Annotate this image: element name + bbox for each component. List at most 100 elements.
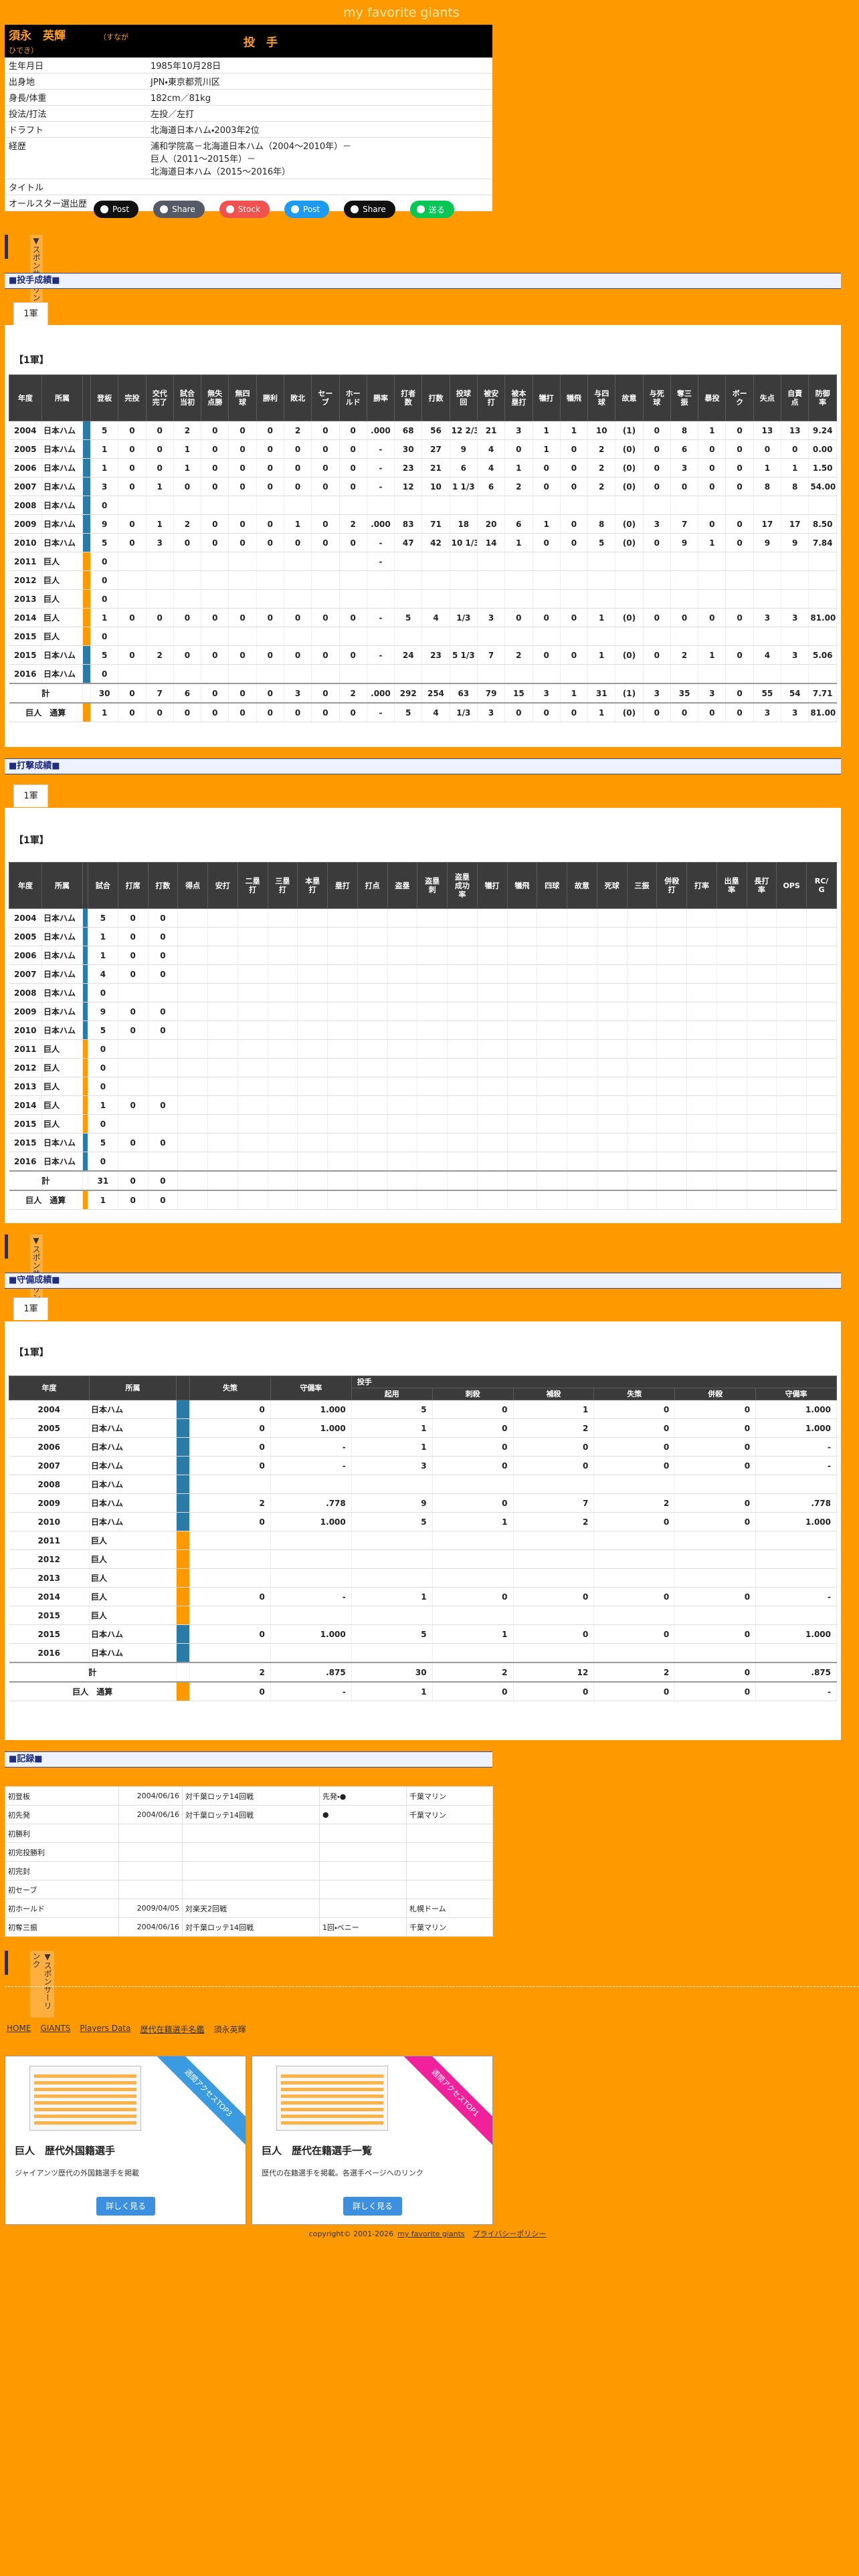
stat-cell: 1 [533, 439, 561, 459]
year: 2015 [9, 1133, 42, 1152]
stat-cell: (0) [615, 702, 644, 722]
breadcrumb-item[interactable]: Players Data [80, 2024, 131, 2033]
site-title[interactable]: my favorite giants [343, 5, 460, 20]
data-row: 2005 日本ハム 0 1.000 1 0 2 0 0 1.000 [9, 1418, 837, 1438]
share-button[interactable]: Share [153, 201, 205, 218]
stat-cell: 1 [351, 1681, 433, 1701]
share-button[interactable]: Post [94, 201, 139, 218]
empty-cell [207, 1190, 238, 1210]
empty-cell [417, 1077, 448, 1096]
empty-cell [447, 1095, 478, 1115]
data-row: 巨人 通算 1 0 0 0 0 0 0 0 0 0-5 4 1/3 3 0 0 0 1 (0) 0 0 0 0 3 3 81.00 [9, 702, 837, 722]
header-cell: 守備率 [755, 1388, 837, 1400]
stat-cell: 0 [189, 1437, 271, 1457]
empty-cell [597, 1039, 628, 1059]
data-row: 2009 日本ハム 2.778 9 0 7 2 0.778 [9, 1493, 837, 1513]
stat-cell: 31 [88, 1170, 118, 1191]
profile-label: 生年月日 [5, 58, 147, 74]
profile-row: ドラフト 北海道日本ハム・2003年2位 [5, 121, 492, 138]
empty-cell [717, 1114, 747, 1134]
stat-cell: 0 [698, 458, 727, 477]
privacy-link[interactable]: プライバシーポリシー [472, 2230, 547, 2238]
stat-cell: 0 [513, 1587, 595, 1606]
stat-cell: 0 [504, 608, 533, 627]
stat-cell: 1.000 [270, 1624, 352, 1644]
empty-cell [643, 496, 671, 515]
data-row: 計 30 0 7 6 0 0 0 3 0 2.000 292 254 63 79 15 3 1 31 (1) 3 35 3 0… [9, 683, 837, 704]
empty-cell [567, 946, 597, 965]
stat-cell: 0 [118, 645, 147, 665]
card-button[interactable]: 詳しく見る [96, 2197, 155, 2216]
breadcrumb-item[interactable]: 歴代在籍選手名鑑 [140, 2025, 205, 2034]
stat-cell: 0 [504, 439, 533, 459]
thumb-row [281, 2095, 383, 2098]
stat-cell: (1) [615, 421, 644, 440]
header-cell: 敗北 [283, 374, 312, 421]
data-row: 計 31 0 0 [9, 1170, 837, 1191]
stat-cell: 6 [477, 477, 506, 496]
share-button[interactable]: Share [344, 201, 395, 218]
empty-cell [806, 1077, 837, 1096]
tab[interactable]: 1軍 [13, 302, 48, 325]
empty-cell [327, 1002, 358, 1021]
stat-cell: 55 [753, 683, 782, 704]
team-color-bar [82, 608, 91, 627]
stat-cell: 0 [560, 477, 589, 496]
empty-cell [284, 496, 312, 515]
team: 日本ハム [41, 1002, 83, 1021]
empty-cell [747, 1152, 777, 1172]
header-cell: 失策 [593, 1388, 676, 1400]
card[interactable]: 週間アクセスTOP3 巨人 歴代外国籍選手 ジャイアンツ歴代の外国籍選手を掲載 詳しく… [5, 2056, 246, 2225]
empty-cell [297, 1002, 328, 1021]
empty-cell [656, 1021, 687, 1040]
tab[interactable]: 1軍 [13, 784, 48, 807]
empty-cell [656, 1152, 687, 1172]
team: 巨人 [41, 608, 83, 627]
empty-cell [417, 927, 448, 946]
empty-cell [367, 664, 395, 684]
data-row: 2015 日本ハム 5 0 0 [9, 1133, 837, 1152]
breadcrumb-item[interactable]: GIANTS [40, 2024, 71, 2033]
stat-cell: 3 [753, 608, 782, 627]
empty-cell [189, 1643, 271, 1663]
header-cell: 犠飛 [559, 374, 589, 421]
empty-cell [674, 1475, 757, 1494]
share-button[interactable]: Post [284, 201, 330, 218]
team-color-bar [176, 1662, 190, 1683]
stat-cell: 0 [118, 964, 149, 984]
stat-cell: 5 [587, 533, 616, 552]
record-cell: 2009/04/05 [118, 1899, 183, 1918]
team: 日本ハム [89, 1456, 177, 1475]
empty-cell [808, 552, 837, 571]
empty-cell [256, 570, 284, 590]
empty-cell [537, 1002, 567, 1021]
share-button[interactable]: 送る [409, 201, 454, 218]
empty-cell [776, 1058, 807, 1077]
tab[interactable]: 1軍 [13, 1297, 48, 1320]
stat-cell: 20 [477, 514, 506, 534]
empty-cell [477, 1002, 508, 1021]
stat-cell: 0.00 [808, 439, 837, 459]
year: 2004 [9, 1400, 90, 1419]
stat-cell: 3 [781, 645, 809, 665]
empty-cell [587, 552, 616, 571]
header-cell: 被安打 [476, 374, 506, 421]
empty-cell [447, 946, 478, 965]
empty-cell [417, 908, 448, 928]
footer-site-link[interactable]: my favorite giants [397, 2230, 465, 2238]
empty-cell [327, 983, 358, 1002]
empty-cell [387, 1190, 418, 1210]
stat-cell: 4 [421, 608, 450, 627]
year: 2010 [9, 1021, 42, 1040]
empty-cell [537, 1058, 567, 1077]
empty-cell [781, 627, 809, 646]
card[interactable]: 週間アクセスTOP1 巨人 歴代在籍選手一覧 歴代の在籍選手を掲載。各選手ページへの… [252, 2056, 493, 2225]
empty-cell [776, 1039, 807, 1059]
empty-cell [118, 627, 147, 646]
empty-cell [643, 589, 671, 609]
empty-cell [237, 1133, 268, 1152]
card-button[interactable]: 詳しく見る [343, 2197, 402, 2216]
breadcrumb-item[interactable]: HOME [7, 2024, 31, 2033]
empty-cell [507, 946, 538, 965]
share-button[interactable]: Stock [219, 201, 270, 218]
